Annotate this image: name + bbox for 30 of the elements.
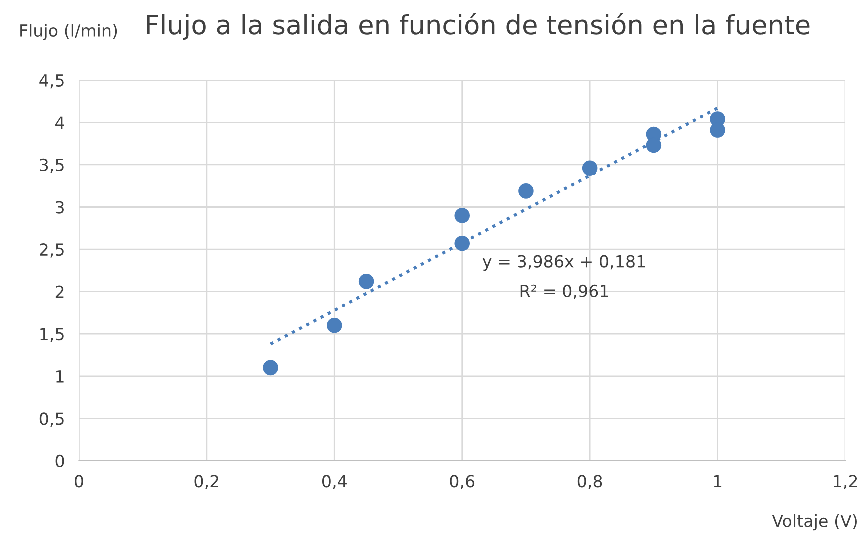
x-tick-label: 0,8	[578, 475, 602, 490]
point	[327, 318, 342, 334]
point	[710, 122, 726, 138]
y-tick-label: 4,5	[40, 74, 64, 89]
annotation: R² = 0,961	[520, 284, 608, 300]
point	[454, 208, 470, 224]
chart-title: Flujo a la salida en función de tensión en la fuente	[147, 13, 810, 40]
y-tick-label: 2	[56, 286, 64, 298]
point	[582, 160, 598, 176]
y-tick-label: 0	[56, 454, 64, 468]
x-tick-label: 1	[714, 475, 722, 488]
y-tick-label: 1	[56, 370, 64, 383]
x-tick-label: 0,6	[450, 475, 475, 490]
x-axis-title: Voltaje (V)	[772, 514, 857, 531]
y-tick-label: 0,5	[40, 412, 64, 427]
x-tick-label: 1,2	[834, 475, 858, 490]
y-tick-label: 4	[56, 116, 64, 130]
y-axis-title: Flujo (l/min)	[20, 24, 118, 40]
point	[358, 274, 374, 290]
y-tick-label: 3,5	[40, 158, 64, 174]
y-tick-label: 3	[56, 201, 64, 214]
y-tick-label: 1,5	[40, 328, 64, 342]
x-tick-label: 0	[75, 475, 84, 488]
x-tick-label: 0,2	[194, 475, 219, 490]
x-tick-label: 0,4	[322, 475, 347, 490]
y-tick-label: 2,5	[40, 244, 64, 258]
point	[518, 184, 534, 199]
annotation: y = 3,986x + 0,181	[482, 255, 646, 272]
point	[454, 236, 470, 252]
point	[263, 360, 278, 376]
